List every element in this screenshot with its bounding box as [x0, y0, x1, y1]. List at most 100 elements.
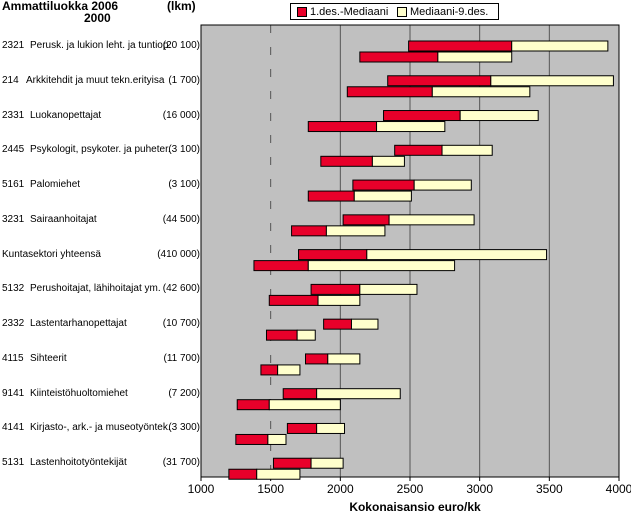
x-axis-label: Kokonaisansio euro/kk: [349, 500, 481, 513]
bar-2006-low: [352, 179, 415, 191]
bar-2006-low: [342, 214, 390, 226]
bar-2006-low: [408, 40, 513, 52]
category-code: 2331: [2, 109, 25, 121]
bar-2000-high: [296, 329, 316, 341]
count-unit: (lkm): [167, 0, 196, 13]
category-name: Lastentarhanopettajat: [30, 318, 127, 330]
bar-2000-low: [291, 225, 327, 237]
bar-2006-low: [310, 283, 361, 295]
category-name: Palomiehet: [30, 179, 81, 191]
bar-2000-low: [346, 86, 433, 98]
x-tick-label: 4000: [606, 482, 631, 496]
category-code: 2445: [2, 144, 25, 156]
bar-2006-low: [282, 388, 318, 400]
bar-2000-high: [317, 294, 361, 306]
bar-2000-low: [260, 364, 279, 376]
category-count: (410 000): [157, 248, 200, 260]
bar-2000-high: [376, 121, 446, 133]
category-count: (3 300): [168, 422, 200, 434]
category-count: (1 700): [168, 74, 200, 86]
bar-2006-low: [272, 457, 312, 469]
category-name: Psykologit, psykoter. ja puheter.: [30, 144, 171, 156]
bar-2000-high: [277, 364, 301, 376]
chart-title-year: 2000: [84, 11, 111, 25]
bar-2000-high: [268, 399, 341, 411]
bar-2006-high: [490, 75, 614, 87]
bar-2000-high: [437, 51, 513, 63]
bar-2006-high: [366, 249, 548, 261]
bar-2006-low: [394, 144, 443, 156]
bar-2006-high: [327, 353, 361, 365]
bar-2000-low: [268, 294, 319, 306]
bar-2006-high: [316, 422, 346, 434]
bar-2006-high: [459, 110, 539, 122]
category-code: 5132: [2, 283, 25, 295]
bar-2000-high: [371, 155, 405, 167]
category-count: (44 500): [162, 213, 200, 225]
legend-item-low: 1.des.-Mediaani: [297, 5, 388, 19]
category-code: 2321: [2, 40, 25, 51]
bar-2000-low: [307, 190, 355, 202]
bar-2006-low: [323, 318, 352, 330]
x-tick-label: 3500: [536, 482, 563, 496]
category-count: (16 000): [162, 109, 200, 121]
bar-2000-low: [359, 51, 439, 63]
bar-2000-high: [307, 260, 456, 272]
legend-item-high: Mediaani-9.des.: [397, 5, 488, 19]
bar-2006-high: [441, 144, 493, 156]
legend-swatch-high: [397, 7, 407, 17]
x-tick-label: 1000: [188, 482, 215, 496]
legend-swatch-low: [297, 7, 307, 17]
category-count: (3 100): [168, 144, 200, 156]
category-name: Perusk. ja lukion leht. ja tuntiop.: [30, 40, 172, 51]
x-tick-label: 1500: [257, 482, 284, 496]
bar-2006-high: [350, 318, 379, 330]
chart-legend: 1.des.-Mediaani Mediaani-9.des.: [290, 3, 499, 20]
bar-2006-low: [298, 249, 368, 261]
bar-2006-high: [511, 40, 609, 52]
bar-2006-high: [310, 457, 344, 469]
bar-2000-low: [320, 155, 373, 167]
bar-2006-high: [316, 388, 401, 400]
category-code: 9141: [2, 387, 25, 399]
category-code: 3231: [2, 213, 25, 225]
bar-2000-high: [431, 86, 531, 98]
category-count: (7 200): [168, 387, 200, 399]
category-name: Kuntasektori yhteensä: [2, 248, 101, 260]
category-name: Kiinteistöhuoltomiehet: [30, 387, 128, 399]
category-count: (20 100): [162, 40, 200, 51]
bar-2000-low: [228, 468, 258, 480]
category-code: 5131: [2, 457, 25, 469]
category-name: Luokanopettajat: [30, 109, 102, 121]
x-tick-label: 2000: [327, 482, 354, 496]
bar-2000-low: [307, 121, 378, 133]
legend-label-low: 1.des.-Mediaani: [310, 6, 389, 18]
x-tick-label: 3000: [466, 482, 493, 496]
category-count: (11 700): [163, 352, 200, 364]
bar-2006-low: [305, 353, 329, 365]
bar-2000-low: [235, 433, 269, 445]
category-code: 5161: [2, 179, 25, 191]
category-code: 2332: [2, 318, 25, 330]
bar-2000-high: [325, 225, 386, 237]
category-count: (42 600): [162, 283, 200, 295]
category-count: (31 700): [162, 457, 200, 469]
bar-2000-low: [253, 260, 309, 272]
bar-2006-high: [388, 214, 475, 226]
bar-2000-high: [353, 190, 412, 202]
category-count: (10 700): [162, 318, 200, 330]
category-name: Sairaanhoitajat: [30, 213, 97, 225]
bar-2006-low: [383, 110, 461, 122]
bar-2006-low: [286, 422, 318, 434]
category-count: (3 100): [168, 179, 200, 191]
chart-title: Ammattiluokka 2006: [2, 0, 119, 13]
category-code: 4115: [2, 352, 24, 364]
category-code: 4141: [2, 422, 25, 434]
bar-2000-high: [267, 433, 287, 445]
bar-2006-high: [413, 179, 472, 191]
category-code: 214: [2, 74, 19, 86]
category-name: Kirjasto-, ark.- ja museotyöntek.: [30, 422, 171, 434]
bar-2000-high: [256, 468, 301, 480]
category-name: Perushoitajat, lähihoitajat ym.: [30, 283, 161, 295]
